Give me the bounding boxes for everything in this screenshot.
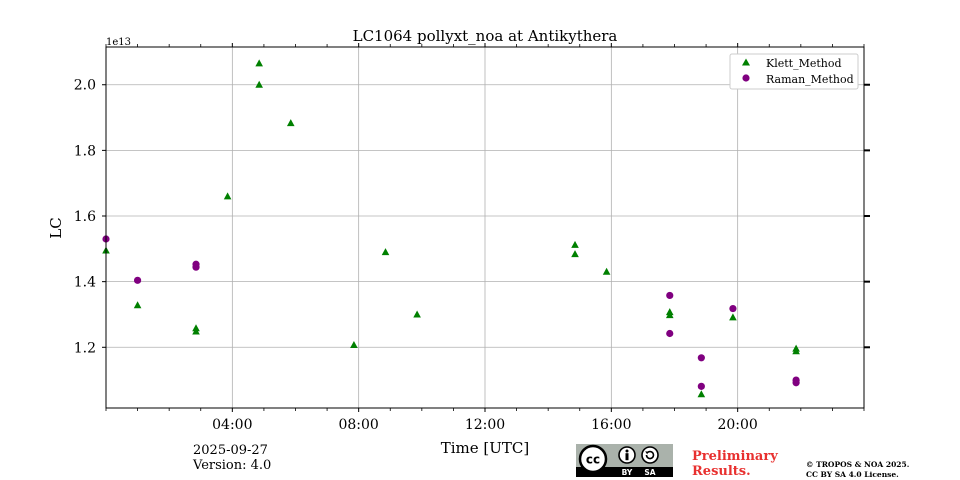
raman-point — [697, 354, 705, 362]
preliminary-line-1: Preliminary — [692, 449, 778, 464]
klett-point — [286, 119, 295, 127]
y-axis-label: LC — [47, 217, 65, 238]
legend-klett-marker — [742, 58, 750, 66]
klett-point — [223, 192, 232, 200]
sa-label: SA — [644, 468, 655, 477]
klett-point — [571, 250, 579, 258]
klett-point — [255, 80, 263, 88]
preliminary-line-2: Results. — [692, 464, 751, 479]
klett-point — [665, 311, 674, 319]
x-tick-label: 08:00 — [338, 417, 378, 433]
x-axis-label: Time [UTC] — [441, 439, 530, 457]
raman-point — [729, 304, 737, 313]
raman-point — [192, 263, 200, 271]
x-tick-label: 12:00 — [465, 417, 505, 433]
klett-point — [133, 301, 142, 309]
raman-point — [666, 291, 674, 300]
legend-raman-marker — [742, 74, 750, 82]
x-tick-label: 20:00 — [717, 417, 757, 433]
chart-title: LC1064 pollyxt_noa at Antikythera — [353, 27, 618, 45]
y-tick-label: 1.4 — [74, 275, 96, 291]
legend: Klett_Method Raman_Method — [729, 53, 859, 90]
klett-point — [729, 313, 737, 321]
klett-point — [255, 59, 263, 67]
raman-point — [697, 382, 705, 390]
klett-point — [602, 267, 611, 275]
svg-text:cc: cc — [586, 453, 600, 467]
klett-point — [792, 347, 800, 355]
y-offset-label: 1e13 — [106, 37, 131, 48]
y-tick-label: 1.6 — [74, 209, 96, 225]
preliminary-notice: Preliminary Results. — [692, 449, 778, 479]
klett-point — [413, 310, 421, 318]
by-label: BY — [622, 468, 633, 477]
footer-date: 2025-09-27 — [193, 443, 268, 458]
x-tick-label: 04:00 — [212, 417, 252, 433]
legend-klett-label: Klett_Method — [766, 57, 842, 70]
klett-point — [697, 390, 706, 398]
raman-point — [666, 329, 674, 338]
klett-point — [350, 340, 358, 348]
raman-point — [133, 276, 142, 284]
y-tick-label: 1.2 — [74, 340, 96, 356]
sa-sharealike-icon — [641, 446, 659, 464]
raman-point — [792, 379, 800, 387]
copyright-line-1: © TROPOS & NOA 2025. — [806, 460, 910, 469]
klett-point — [381, 248, 390, 256]
data-points — [102, 59, 800, 398]
y-tick-label: 2.0 — [74, 78, 96, 94]
by-attribution-icon — [618, 446, 636, 464]
y-tick-label: 1.8 — [74, 143, 96, 159]
cc-by-sa-license-badge: cc BY SA — [576, 444, 673, 477]
legend-frame — [729, 53, 859, 90]
legend-raman-label: Raman_Method — [766, 73, 854, 86]
klett-point — [571, 240, 579, 248]
copyright-line-2: CC BY SA 4.0 License. — [806, 470, 899, 479]
copyright-notice: © TROPOS & NOA 2025. CC BY SA 4.0 Licens… — [806, 460, 909, 480]
axis-ticks — [102, 43, 870, 412]
klett-point — [192, 327, 200, 335]
footer-version: Version: 4.0 — [193, 458, 272, 473]
cc-icon: cc — [578, 444, 608, 474]
tick-labels: 04:00 08:00 12:00 16:00 20:00 1.2 1.4 1.6 1.8 2.0 — [74, 78, 758, 433]
x-tick-label: 16:00 — [591, 417, 631, 433]
